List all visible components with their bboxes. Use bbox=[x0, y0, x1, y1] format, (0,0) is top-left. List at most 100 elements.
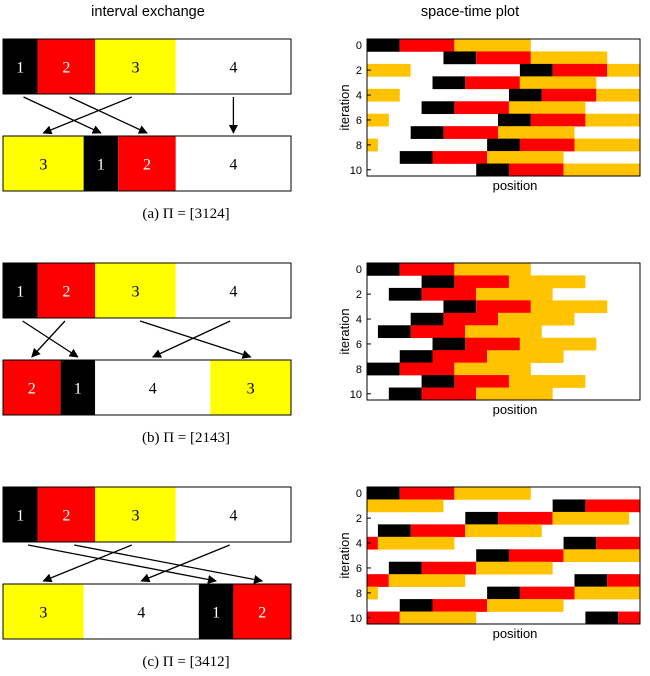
bottom-interval-1 bbox=[198, 584, 234, 639]
bottom-interval-label-2: 2 bbox=[28, 381, 36, 398]
plot-cell bbox=[476, 163, 509, 177]
plot-cell bbox=[377, 325, 411, 339]
plot-cell bbox=[487, 138, 520, 152]
plot-cell bbox=[585, 113, 640, 127]
plot-cell bbox=[465, 511, 499, 525]
plot-cell bbox=[454, 362, 531, 376]
space-time-plot-header: space-time plot bbox=[421, 4, 519, 20]
plot-cell bbox=[476, 51, 531, 65]
plot-cell bbox=[519, 76, 597, 90]
top-interval-label-4: 4 bbox=[229, 60, 237, 77]
plot-cell bbox=[388, 387, 422, 401]
ytick-label: 2 bbox=[356, 513, 362, 525]
arrow-interval-4 bbox=[140, 544, 230, 583]
top-interval-3 bbox=[95, 487, 176, 542]
plot-frame bbox=[366, 486, 641, 625]
bottom-interval-4 bbox=[175, 136, 291, 191]
top-interval-4 bbox=[175, 39, 291, 94]
top-interval-label-2: 2 bbox=[62, 284, 70, 301]
plot-cell bbox=[454, 263, 531, 276]
top-interval-1 bbox=[3, 487, 38, 542]
panel-caption: (c) Π = [3412] bbox=[142, 654, 229, 670]
plot-cell bbox=[367, 586, 378, 600]
plot-cell bbox=[508, 88, 542, 102]
plot-cell bbox=[454, 101, 509, 115]
plot-cell bbox=[465, 76, 520, 90]
plot-cell bbox=[498, 511, 553, 525]
ytick-label: 10 bbox=[350, 613, 362, 625]
plot-cell bbox=[508, 549, 564, 563]
top-interval-3 bbox=[95, 39, 176, 94]
arrow-interval-3 bbox=[42, 544, 133, 583]
plot-cell bbox=[399, 599, 433, 612]
plot-ylabel: iteration bbox=[337, 84, 352, 130]
plot-cell bbox=[541, 88, 597, 102]
ytick-label: 10 bbox=[350, 389, 362, 401]
bottom-interval-label-4: 4 bbox=[137, 605, 145, 622]
ytick-label: 6 bbox=[356, 563, 362, 575]
plot-cell bbox=[367, 113, 389, 127]
bottom-interval-label-4: 4 bbox=[229, 157, 237, 174]
top-interval-label-3: 3 bbox=[131, 508, 139, 525]
plot-cell bbox=[476, 549, 509, 563]
plot-cell bbox=[367, 487, 400, 500]
plot-cell bbox=[574, 138, 640, 152]
top-interval-4 bbox=[175, 263, 291, 318]
plot-cell bbox=[443, 51, 477, 65]
plot-cell bbox=[585, 499, 640, 513]
plot-cell bbox=[399, 362, 455, 376]
bottom-interval-label-1: 1 bbox=[74, 381, 82, 398]
plot-cell bbox=[530, 51, 608, 65]
ytick-label: 8 bbox=[356, 588, 362, 600]
plot-cell bbox=[377, 536, 455, 550]
top-interval-2 bbox=[37, 39, 96, 94]
plot-cell bbox=[476, 300, 531, 314]
plot-cell bbox=[388, 574, 466, 587]
plot-cell bbox=[487, 350, 564, 363]
bottom-interval-label-3: 3 bbox=[247, 381, 255, 398]
arrow-interval-1 bbox=[27, 544, 218, 584]
plot-cell bbox=[563, 163, 640, 177]
top-interval-label-2: 2 bbox=[62, 60, 70, 77]
ytick-label: 6 bbox=[356, 339, 362, 351]
plot-cell bbox=[454, 375, 509, 388]
arrow-interval-2 bbox=[31, 320, 66, 358]
plot-cell bbox=[367, 362, 400, 376]
plot-cell bbox=[454, 275, 509, 289]
plot-cell bbox=[421, 387, 477, 401]
bottom-interval-label-2: 2 bbox=[258, 605, 266, 622]
bottom-interval-label-2: 2 bbox=[143, 157, 151, 174]
top-interval-label-3: 3 bbox=[131, 60, 139, 77]
bottom-interval-label-3: 3 bbox=[39, 157, 47, 174]
plot-cell bbox=[607, 63, 640, 77]
plot-cell bbox=[519, 138, 575, 152]
bottom-interval-1 bbox=[83, 136, 119, 191]
arrow-interval-1 bbox=[22, 320, 79, 358]
ytick-label: 2 bbox=[356, 65, 362, 77]
plot-cell bbox=[607, 574, 640, 587]
plot-cell bbox=[399, 151, 433, 164]
plot-cell bbox=[388, 287, 422, 301]
space-time-plot: 0 2 4 6 8 10 iteration position bbox=[337, 38, 641, 193]
ytick-label: 6 bbox=[356, 115, 362, 127]
plot-cell bbox=[367, 611, 400, 625]
plot-cell bbox=[487, 151, 564, 164]
plot-cell bbox=[585, 611, 619, 625]
top-interval-label-2: 2 bbox=[62, 508, 70, 525]
plot-cell bbox=[508, 163, 564, 177]
arrow-interval-1 bbox=[23, 96, 102, 134]
plot-ylabel: iteration bbox=[337, 308, 352, 354]
top-interval-4 bbox=[175, 487, 291, 542]
ytick-label: 4 bbox=[356, 314, 362, 326]
plot-cell bbox=[574, 574, 608, 587]
plot-cell bbox=[465, 524, 542, 538]
top-interval-label-1: 1 bbox=[16, 508, 24, 525]
bottom-interval-3 bbox=[3, 136, 84, 191]
plot-cell bbox=[596, 88, 640, 102]
top-interval-label-4: 4 bbox=[229, 284, 237, 301]
panel-c: 1 2 3 4 3 4 1 2 (c) Π = [3412] 0 2 4 6 8 10 iteration po… bbox=[2, 486, 641, 670]
bottom-interval-label-3: 3 bbox=[39, 605, 47, 622]
bottom-interval-3 bbox=[210, 360, 291, 415]
plot-cell bbox=[476, 387, 553, 401]
